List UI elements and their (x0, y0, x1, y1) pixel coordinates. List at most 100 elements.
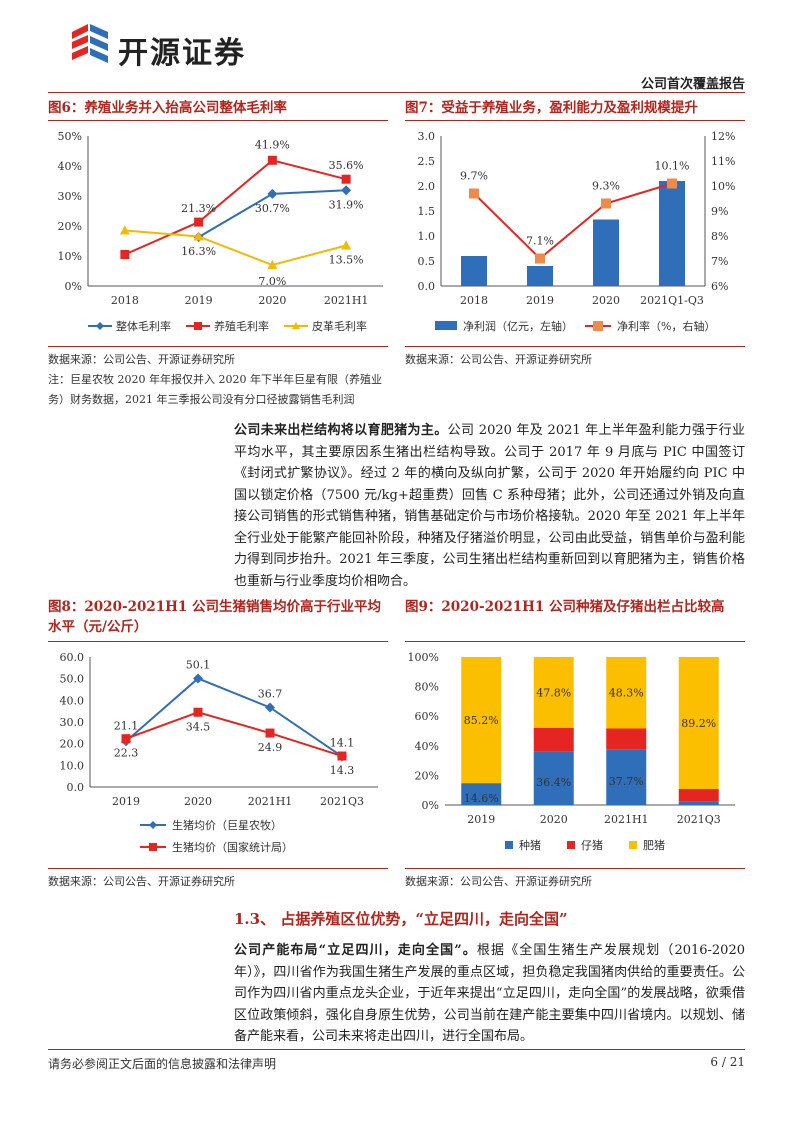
data-point (194, 217, 204, 227)
data-point (265, 702, 275, 713)
data-label: 37.7% (609, 775, 644, 788)
data-label: 30.7% (255, 202, 290, 215)
data-label: 34.5 (186, 720, 211, 733)
x-tick-label: 2019 (526, 294, 554, 307)
fig7-title: 图7：受益于养殖业务，盈利能力及盈利规模提升 (405, 100, 698, 116)
legend-label: 净利润（亿元，左轴） (463, 319, 573, 333)
stacked-bar-segment (533, 751, 574, 805)
data-label: 36.4% (536, 776, 571, 789)
data-point (341, 185, 352, 196)
legend-marker (149, 821, 157, 829)
data-label: 24.9 (258, 741, 283, 754)
data-label: 22.3 (114, 747, 139, 760)
legend-marker (292, 322, 300, 329)
data-label: 7.0% (258, 275, 286, 288)
legend-label: 仔猪 (581, 839, 603, 852)
fig9-title-underline (405, 641, 745, 642)
fig8-title: 图8：2020-2021H1 公司生猪销售均价高于行业平均水平（元/公斤） (48, 599, 381, 635)
data-point (535, 253, 545, 264)
fig6-note: 注：巨星农牧 2020 年年报仅并入 2020 年下半年巨星有限（养殖业务）财务… (48, 373, 382, 406)
data-label: 47.8% (536, 686, 571, 699)
data-label: 9.7% (460, 170, 488, 183)
stacked-bar-segment (533, 657, 574, 728)
series-line-3 (124, 229, 347, 267)
data-point (193, 231, 204, 241)
data-point (121, 734, 131, 744)
x-tick-label: 2020 (540, 813, 568, 826)
right-tick-label: 6% (711, 280, 728, 293)
series-line-1 (125, 677, 343, 758)
y-tick-label: 0% (65, 280, 82, 293)
paragraph-outbound-structure: 公司未来出栏结构将以育肥猪为主。公司 2020 年及 2021 年上半年盈利能力… (234, 420, 745, 592)
footer-disclaimer: 请务必参阅正文后面的信息披露和法律声明 (48, 1057, 277, 1071)
x-tick-label: 2020 (592, 294, 620, 307)
data-point (193, 707, 203, 717)
x-tick-label: 2020 (258, 294, 286, 307)
data-label: 48.3% (609, 687, 644, 700)
page-number: 6 / 21 (710, 1055, 745, 1069)
data-point (337, 751, 347, 761)
data-label: 21.3% (181, 202, 216, 215)
data-label: 21.1 (114, 719, 139, 732)
fig7-title-underline (405, 120, 745, 121)
legend-swatch (629, 841, 637, 849)
fig6-chart: 0% 10% 20% 30% 40% 50% 2018 2019 2020 2021H1 16.3%… (58, 130, 383, 333)
stacked-bar-segment (461, 657, 502, 784)
legend-label: 生猪均价（国家统计局） (172, 840, 293, 854)
header-divider (48, 92, 745, 93)
y-tick-label: 100% (408, 651, 439, 664)
left-tick-label: 2.5 (418, 155, 436, 168)
data-label: 14.3 (330, 764, 355, 777)
data-point (601, 198, 611, 209)
bar (461, 256, 487, 286)
footer-divider (48, 1049, 745, 1050)
legend-swatch (567, 841, 575, 849)
legend-marker (593, 321, 603, 331)
left-tick-label: 2.0 (418, 180, 436, 193)
legend-label: 皮革毛利率 (312, 319, 367, 333)
stacked-bar-segment (533, 727, 574, 752)
x-tick-label: 2018 (460, 294, 488, 307)
left-tick-label: 3.0 (418, 130, 436, 143)
legend-label: 种猪 (519, 838, 541, 852)
data-label: 36.7 (258, 687, 283, 700)
right-tick-label: 7% (711, 255, 728, 268)
legend-label: 生猪均价（巨星农牧） (172, 818, 282, 832)
paragraph-lead: 公司未来出栏结构将以育肥猪为主。 (234, 423, 448, 438)
legend-marker (96, 322, 104, 330)
fig8-source: 数据来源：公司公告、开源证券研究所 (48, 875, 235, 888)
x-tick-label: 2021Q3 (320, 795, 364, 808)
y-tick-label: 40% (415, 740, 439, 753)
fig9-bottom-rule (405, 868, 745, 869)
bar (593, 219, 619, 286)
left-tick-label: 1.0 (418, 230, 436, 243)
data-point (267, 188, 278, 199)
data-point (193, 673, 203, 684)
left-tick-label: 0.0 (418, 280, 436, 293)
logo-mark-icon (72, 24, 108, 63)
left-tick-label: 1.5 (418, 205, 436, 218)
company-name: 开源证券 (118, 36, 246, 71)
y-tick-label: 20% (415, 769, 439, 782)
y-tick-label: 60% (415, 710, 439, 723)
fig7-source: 数据来源：公司公告、开源证券研究所 (405, 353, 592, 366)
data-label: 16.3% (181, 245, 216, 258)
y-tick-label: 10.0 (60, 759, 85, 772)
series-line-2 (124, 159, 347, 256)
right-tick-label: 12% (711, 130, 735, 143)
right-tick-label: 8% (711, 230, 728, 243)
paragraph-lead: 公司产能布局“立足四川，走向全国”。 (234, 943, 477, 958)
section-heading: 1.3、 占据养殖区位优势，“立足四川，走向全国” (234, 910, 568, 928)
right-tick-label: 10% (711, 180, 735, 193)
y-tick-label: 30% (58, 190, 82, 203)
fig9-title: 图9：2020-2021H1 公司种猪及仔猪出栏占比较高 (405, 599, 725, 615)
data-point (341, 240, 352, 250)
left-tick-label: 0.5 (418, 255, 436, 268)
bar (527, 266, 553, 286)
company-logo (68, 22, 112, 68)
paragraph-body: 公司 2020 年及 2021 年上半年盈利能力强于行业平均水平，其主要原因系生… (234, 423, 745, 589)
x-tick-label: 2021H1 (248, 795, 293, 808)
y-tick-label: 30.0 (60, 716, 85, 729)
legend-swatch (435, 321, 457, 330)
fig7-chart: 0.0 0.5 1.0 1.5 2.0 2.5 3.0 6% 7% 8% 9% 10% 11% 12% 20… (418, 130, 736, 333)
